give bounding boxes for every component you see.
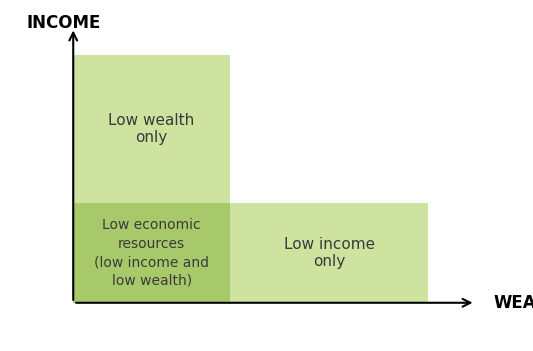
- Bar: [230, 203, 429, 303]
- Bar: [73, 55, 230, 203]
- Bar: [73, 203, 230, 303]
- Text: WEALTH: WEALTH: [494, 294, 533, 312]
- Text: Low wealth
only: Low wealth only: [108, 113, 195, 145]
- Text: INCOME: INCOME: [26, 14, 101, 32]
- Text: Low economic
resources
(low income and
low wealth): Low economic resources (low income and l…: [94, 218, 209, 287]
- Text: Low income
only: Low income only: [284, 237, 375, 269]
